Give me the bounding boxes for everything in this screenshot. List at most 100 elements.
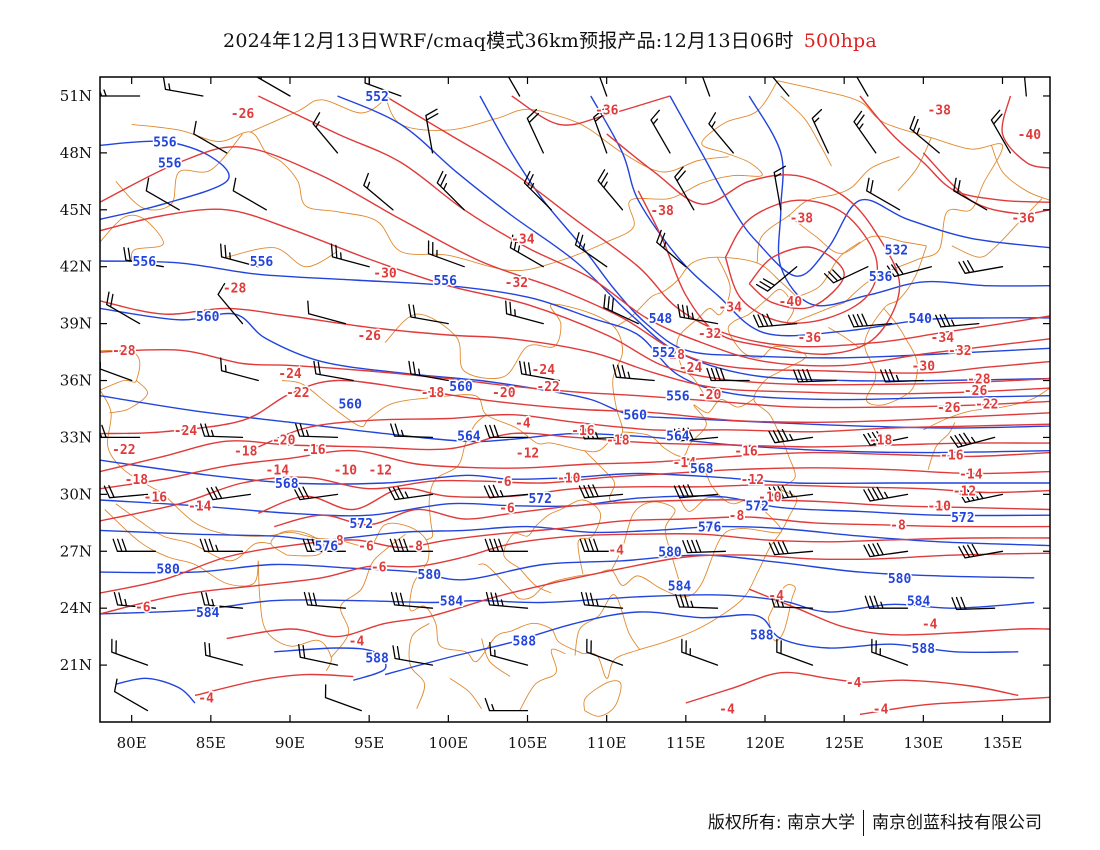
height-label: 580 [658, 545, 682, 560]
height-label: 576 [698, 521, 722, 536]
wind-barb [509, 234, 544, 268]
wind-barb [523, 170, 552, 211]
lon-tick-label: 115E [666, 734, 706, 752]
temperature-label: -20 [698, 388, 722, 403]
lat-tick-label: 24N [60, 599, 92, 617]
temperature-label: -24 [174, 424, 198, 439]
wind-barb [200, 591, 244, 609]
temperature-label: -14 [959, 468, 983, 483]
temperature-label: -10 [758, 490, 782, 505]
lat-tick-label: 21N [60, 656, 92, 674]
height-label: 584 [907, 595, 931, 610]
temperature-label: -38 [927, 103, 951, 118]
wind-barb [612, 364, 655, 382]
temperature-label: -34 [931, 331, 955, 346]
plot-frame [99, 76, 1051, 723]
temperature-label: -4 [198, 691, 214, 706]
temperature-label: -4 [719, 703, 735, 718]
longitude-axis: 80E 85E 90E 95E 100E 105E 110E 115E 120E 125E 130E… [117, 77, 1022, 752]
lat-tick-label: 33N [60, 428, 92, 446]
wind-barb [603, 294, 639, 325]
wind-barb [193, 120, 228, 154]
temperature-label: -10 [334, 464, 358, 479]
temperature-label: -26 [964, 384, 988, 399]
height-label: 556 [666, 390, 690, 405]
wind-barb [682, 539, 727, 554]
height-label: 584 [668, 579, 692, 594]
temperature-contour [257, 95, 1050, 367]
border-line [780, 95, 832, 167]
temperature-label: -40 [779, 295, 803, 310]
wind-barb [307, 300, 347, 325]
temperature-label: -12 [369, 464, 392, 479]
title-level: 500hpa [803, 30, 877, 52]
temperature-contour [100, 146, 1050, 374]
border-line [503, 499, 602, 575]
temperature-label: -30 [373, 266, 397, 281]
border-line [756, 156, 900, 263]
wind-barb [123, 246, 164, 268]
border-line [100, 350, 141, 391]
border-line [519, 648, 566, 711]
wind-barb [220, 357, 259, 382]
lon-tick-label: 85E [196, 734, 226, 752]
border-line [777, 80, 1003, 304]
chart-title: 2024年12月13日WRF/cmaq模式36km预报产品:12月13日06时 5… [0, 26, 1100, 53]
wind-barb [951, 596, 996, 611]
wind-barb [100, 424, 141, 439]
wind-barb [579, 425, 624, 440]
height-label: 540 [908, 312, 932, 327]
border-line [330, 533, 406, 658]
temperature-label: -32 [505, 276, 528, 291]
wind-barb [586, 638, 624, 666]
wind-barb [752, 313, 798, 328]
border-line [519, 567, 552, 594]
wind-barb [484, 424, 529, 439]
border-line [614, 256, 798, 328]
wind-barb [853, 110, 877, 154]
temperature-contour [1001, 95, 1050, 169]
height-label: 564 [666, 430, 690, 445]
height-label: 564 [457, 430, 481, 445]
wind-barb [427, 240, 465, 268]
height-label: 552 [365, 90, 388, 105]
border-line [583, 680, 622, 717]
border-line [796, 241, 861, 298]
height-label: 584 [440, 595, 464, 610]
temperature-label: -18 [606, 433, 630, 448]
wind-barb [302, 538, 347, 552]
lat-tick-label: 39N [60, 315, 92, 333]
border-line [115, 133, 243, 211]
height-label: 556 [250, 255, 274, 270]
wind-barb [701, 77, 711, 97]
border-line [828, 327, 861, 349]
temperature-label: -16 [734, 445, 758, 460]
lon-tick-label: 100E [429, 734, 469, 752]
temperature-label: -38 [650, 204, 674, 219]
temperature-contour [100, 432, 1050, 473]
wind-barb [673, 484, 719, 499]
wind-barb [953, 177, 988, 211]
temperature-label: -34 [718, 301, 742, 316]
wind-barb [856, 77, 869, 97]
height-label: 568 [275, 477, 299, 492]
temperature-contour [100, 467, 1050, 522]
temperature-labels: -26 -36 -38-40-38-38 -36-34-30-32-28-40-34-… [111, 102, 1043, 719]
lon-tick-label: 90E [275, 734, 305, 752]
wind-barb [103, 485, 149, 499]
temperature-label: -16 [302, 443, 326, 458]
temperature-contour [859, 95, 1050, 203]
height-contour [100, 525, 1050, 547]
lon-tick-label: 110E [587, 734, 627, 752]
wind-barb [256, 77, 291, 97]
height-label: 552 [652, 346, 675, 361]
wind-barb [990, 109, 1012, 154]
wind-barb [303, 591, 347, 609]
wind-barb [526, 108, 544, 154]
footer-separator [863, 810, 864, 836]
wind-barb [390, 423, 434, 439]
temperature-label: -10 [927, 500, 951, 515]
height-label: 560 [623, 409, 647, 424]
temperature-label: -24 [532, 363, 556, 378]
